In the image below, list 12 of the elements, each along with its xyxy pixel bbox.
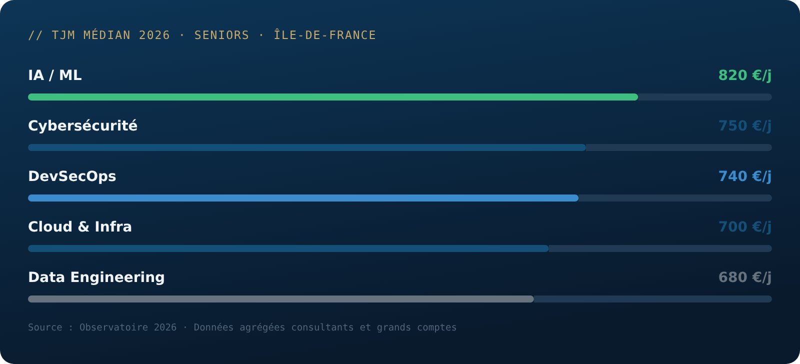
y-tick-label: DevSecOps (28, 168, 116, 185)
data-label: 820 €/j (718, 68, 772, 84)
data-label: 750 €/j (718, 118, 772, 134)
data-label: 740 €/j (718, 168, 772, 185)
data-label: 700 €/j (718, 219, 772, 236)
y-tick-label: Cloud & Infra (28, 219, 132, 236)
data-label: 680 €/j (718, 270, 772, 286)
y-tick-label: Cybersécurité (28, 118, 138, 134)
y-tick-label: IA / ML (28, 68, 82, 84)
y-tick-label: Data Engineering (28, 270, 166, 286)
chart-title: // TJM MÉDIAN 2026 · SENIORS · ÎLE-DE-FRANCE (28, 28, 377, 42)
source-note: Source : Observatoire 2026 · Données agrégées consultants et grands comptes (28, 322, 457, 334)
